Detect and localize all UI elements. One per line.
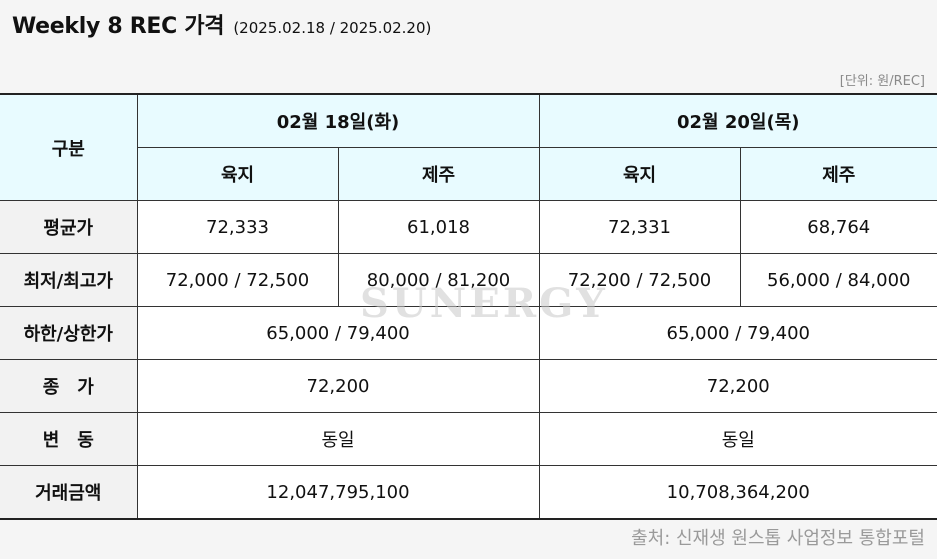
row-label: 거래금액 — [0, 465, 138, 520]
table-cell: 72,200 / 72,500 — [538, 253, 741, 307]
header-row-dates: 구분 02월 18일(화) 02월 20일(목) — [0, 93, 937, 201]
table-row-amount: 거래금액 12,047,795,100 10,708,364,200 — [0, 465, 937, 520]
table-row-close: 종 가 72,200 72,200 — [0, 359, 937, 413]
table-cell: 65,000 / 79,400 — [136, 306, 540, 360]
table-row-limit: 하한/상한가 65,000 / 79,400 65,000 / 79,400 — [0, 306, 937, 360]
row-label: 최저/최고가 — [0, 253, 138, 307]
title-date-range: (2025.02.18 / 2025.02.20) — [233, 19, 432, 37]
table-cell: 72,333 — [136, 200, 339, 254]
table-cell: 10,708,364,200 — [538, 465, 937, 520]
unit-note: [단위: 원/REC] — [839, 74, 925, 89]
table-cell: 동일 — [538, 412, 937, 466]
table-cell: 56,000 / 84,000 — [739, 253, 937, 307]
table-cell: 동일 — [136, 412, 540, 466]
rec-price-table-wrap: 구분 02월 18일(화) 02월 20일(목) 육지 제주 육지 제주 평균가… — [0, 93, 937, 520]
table-cell: 72,331 — [538, 200, 741, 254]
row-label: 변 동 — [0, 412, 138, 466]
table-cell: 72,200 — [538, 359, 937, 413]
region-header: 제주 — [739, 147, 937, 201]
source-note: 출처: 신재생 원스톱 사업정보 통합포털 — [631, 528, 925, 549]
table-row-change: 변 동 동일 동일 — [0, 412, 937, 466]
table-cell: 80,000 / 81,200 — [337, 253, 540, 307]
date-header-0220: 02월 20일(목) — [538, 93, 937, 148]
rec-price-table: 구분 02월 18일(화) 02월 20일(목) 육지 제주 육지 제주 평균가… — [0, 93, 937, 520]
region-header: 육지 — [538, 147, 741, 201]
page-title: Weekly 8 REC 가격 (2025.02.18 / 2025.02.20… — [12, 8, 431, 40]
table-cell: 61,018 — [337, 200, 540, 254]
corner-label: 구분 — [0, 93, 138, 201]
region-header: 제주 — [337, 147, 540, 201]
table-row-min-max: 최저/최고가 72,000 / 72,500 80,000 / 81,200 7… — [0, 253, 937, 307]
row-label: 종 가 — [0, 359, 138, 413]
table-cell: 68,764 — [739, 200, 937, 254]
date-header-0218: 02월 18일(화) — [136, 93, 540, 148]
row-label: 평균가 — [0, 200, 138, 254]
table-cell: 72,000 / 72,500 — [136, 253, 339, 307]
table-row-average: 평균가 72,333 61,018 72,331 68,764 — [0, 200, 937, 254]
table-cell: 65,000 / 79,400 — [538, 306, 937, 360]
title-main: Weekly 8 REC 가격 — [12, 14, 225, 39]
table-cell: 12,047,795,100 — [136, 465, 540, 520]
table-cell: 72,200 — [136, 359, 540, 413]
header-row-regions: 육지 제주 육지 제주 — [0, 147, 937, 201]
row-label: 하한/상한가 — [0, 306, 138, 360]
region-header: 육지 — [137, 147, 339, 201]
